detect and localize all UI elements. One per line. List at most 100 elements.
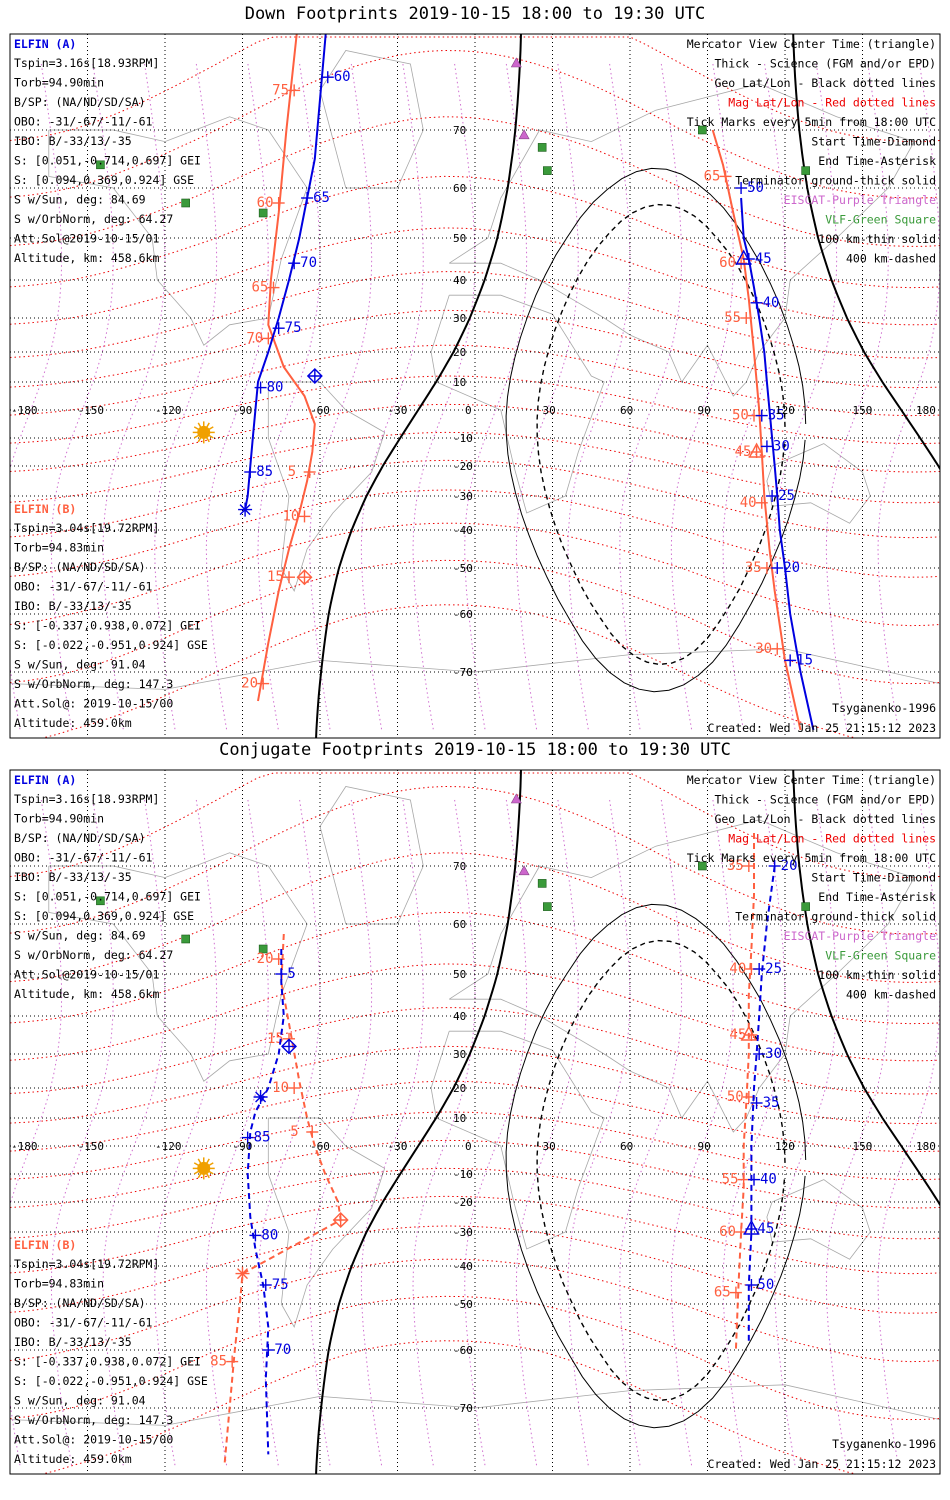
vlf-square <box>258 208 268 218</box>
legend-item: Terminator ground-thick solid <box>735 910 936 924</box>
track-tick-label: 30 <box>755 641 772 657</box>
end-asterisk <box>235 1266 250 1281</box>
legend-item: Mag Lat/Lon - Red dotted lines <box>728 96 936 110</box>
eiscat-triangle <box>510 57 522 68</box>
elfin-b-name: ELFIN (B) <box>14 1238 76 1252</box>
map-panel-conjugate: 2015105853540455055606558580757020253035… <box>9 769 941 1475</box>
track-tick-label: 55 <box>722 1172 739 1188</box>
lat-tick-label: 30 <box>453 312 466 325</box>
track-tick-label: 40 <box>729 961 746 977</box>
start-diamond <box>281 1038 297 1055</box>
lon-tick-label: -120 <box>155 1140 182 1153</box>
elfin-b-info-line: Torb=94.83min <box>14 541 104 555</box>
vlf-square <box>181 198 190 208</box>
lon-tick-label: -90 <box>233 1140 253 1153</box>
panel-title-conjugate: Conjugate Footprints 2019-10-15 18:00 to… <box>219 740 731 760</box>
track-tick-label: 75 <box>285 320 302 336</box>
view-center-triangle <box>743 1219 760 1235</box>
track-tick-label: 35 <box>768 408 785 424</box>
lon-tick-label: -150 <box>78 404 105 417</box>
lon-tick-label: -60 <box>310 404 330 417</box>
map-panel-down: 75 60 65 70 5 10 15 20 65 60 55 50 45 40 35 30 60 65 70 75 8… <box>9 33 941 739</box>
geo-grid <box>10 770 940 1474</box>
elfin-a-info-line: S: [0.051,-0.714,0.697] GEI <box>14 890 201 904</box>
track-tick-label: 20 <box>783 560 800 576</box>
elfin-a-info-line: S: [0.094,0.369,0.924] GSE <box>14 173 194 187</box>
legend-item: Geo Lat/Lon - Black dotted lines <box>714 812 936 826</box>
vlf-square <box>537 143 547 152</box>
legend-item: Geo Lat/Lon - Black dotted lines <box>714 76 936 90</box>
legend-item: Tick Marks every 5min from 18:00 UTC <box>687 851 936 865</box>
start-diamond <box>296 569 313 586</box>
track-tick-label: 15 <box>267 569 284 585</box>
track-tick-label: 65 <box>704 168 721 184</box>
view-center-triangle <box>748 442 765 458</box>
track-tick-label: 75 <box>272 1277 289 1293</box>
lon-tick-label: -30 <box>388 404 408 417</box>
legend-item: VLF-Green Square <box>825 949 936 963</box>
elfin-b-name: ELFIN (B) <box>14 502 76 516</box>
lat-tick-label: -50 <box>453 1298 473 1311</box>
legend-item: End Time-Asterisk <box>818 154 936 168</box>
lat-tick-label: -20 <box>453 1196 473 1209</box>
model-label: Tsyganenko-1996 <box>832 1437 936 1451</box>
track-tick-label: 55 <box>724 310 741 326</box>
eiscat-triangle <box>518 129 530 140</box>
end-asterisk <box>238 502 253 517</box>
lat-tick-label: 50 <box>453 968 466 981</box>
lon-tick-label: 90 <box>698 404 711 417</box>
elfin-b-info-line: B/SP: (NA/ND/SD/SA) <box>14 1296 146 1310</box>
map-canvas: 75 60 65 70 5 10 15 20 65 60 55 50 45 40 35 30 60 65 70 75 8… <box>10 34 940 738</box>
legend-item: VLF-Green Square <box>825 213 936 227</box>
lat-tick-label: -30 <box>453 490 473 503</box>
lat-tick-label: 60 <box>453 182 466 195</box>
geo-grid <box>10 34 940 738</box>
legend-item: Mercator View Center Time (triangle) <box>687 37 936 51</box>
info-text: ELFIN (A) Tspin=3.16s[18.93RPM] Torb=94.90… <box>14 37 936 735</box>
track-tick-label: 85 <box>256 464 273 480</box>
track-tick-label: 5 <box>290 1124 298 1140</box>
track-tick-label: 80 <box>267 380 284 396</box>
lat-tick-label: -60 <box>453 1344 473 1357</box>
terminator-lines <box>315 770 940 1474</box>
lon-tick-label: -180 <box>11 404 38 417</box>
track-tick-label: 5 <box>287 966 295 982</box>
panel-title-down: Down Footprints 2019-10-15 18:00 to 19:3… <box>244 4 706 24</box>
track-tick-label: 65 <box>252 280 269 296</box>
legend-item: 400 km-dashed <box>846 252 936 266</box>
lat-tick-label: 70 <box>453 124 466 137</box>
plot-frame <box>9 33 941 739</box>
elfin-b-info-line: IBO: B/-33/13/-35 <box>14 599 132 613</box>
lat-tick-label: 10 <box>453 1112 466 1125</box>
track-tick-label: 45 <box>757 1221 774 1237</box>
legend-item: Mercator View Center Time (triangle) <box>687 773 936 787</box>
lat-tick-label: -20 <box>453 460 473 473</box>
elfin-a-info-line: Altitude, km: 458.6km <box>14 987 159 1001</box>
track-tick-label: 25 <box>778 488 795 504</box>
elfin-a-info-line: OBO: -31/-67/-11/-61 <box>14 851 153 865</box>
lon-tick-label: 180 <box>916 404 936 417</box>
lat-tick-label: -40 <box>453 1260 473 1273</box>
elfin-b-info-line: S: [-0.022,-0.951,0.924] GSE <box>14 1374 208 1388</box>
track-tick-label: 65 <box>714 1285 731 1301</box>
elfin-a-info-line: OBO: -31/-67/-11/-61 <box>14 115 153 129</box>
lat-tick-label: -70 <box>453 1402 473 1415</box>
elfin-b-info-line: S w/OrbNorm, deg: 147.3 <box>14 1413 173 1427</box>
vlf-square <box>698 125 707 135</box>
elfin-b-info-line: IBO: B/-33/13/-35 <box>14 1335 132 1349</box>
track-tick-label: 45 <box>755 251 772 267</box>
legend-item: EISCAT-Purple Triangle <box>784 929 936 943</box>
lon-tick-label: 90 <box>698 1140 711 1153</box>
track-tick-label: 85 <box>210 1354 227 1370</box>
track-tick-label: 40 <box>760 1172 777 1188</box>
track-tick-label: 65 <box>313 190 330 206</box>
elfin-b-info-line: S w/OrbNorm, deg: 147.3 <box>14 677 173 691</box>
lat-tick-label: -50 <box>453 562 473 575</box>
lon-tick-label: -150 <box>78 1140 105 1153</box>
lon-tick-label: 120 <box>775 1140 795 1153</box>
elfin-a-info-line: B/SP: (NA/ND/SD/SA) <box>14 95 146 109</box>
track-tick-label: 5 <box>288 464 296 480</box>
track-tick-label: 70 <box>300 255 317 271</box>
track-tick-label: 30 <box>765 1046 782 1062</box>
